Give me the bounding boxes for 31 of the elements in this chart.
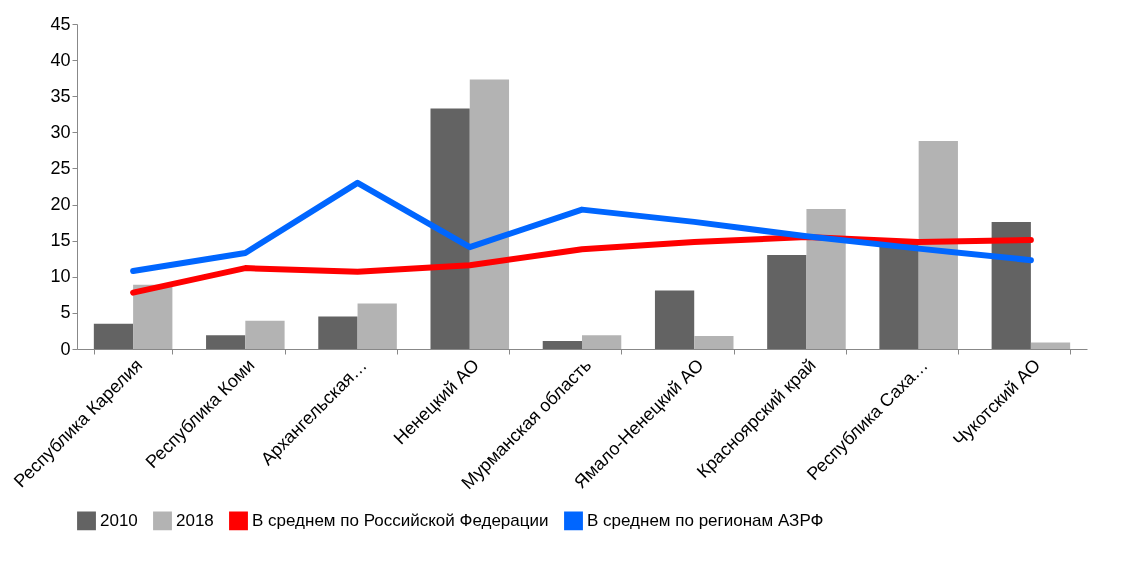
y-tick-label: 25 [50, 157, 71, 178]
bar [318, 316, 358, 349]
legend-label: В среднем по Российской Федерации [252, 510, 549, 530]
bar [1030, 342, 1071, 349]
y-tick-label: 15 [50, 230, 71, 251]
bar [582, 335, 622, 349]
y-tick-label: 40 [50, 49, 71, 70]
bar [93, 323, 134, 349]
bar [133, 284, 173, 349]
bar [430, 108, 470, 349]
y-tick-label: 10 [50, 266, 71, 287]
bar [991, 221, 1031, 349]
bar [694, 336, 734, 349]
legend-label: 2018 [176, 510, 214, 530]
y-tick-label: 20 [50, 194, 71, 215]
bar [542, 341, 582, 349]
bar [469, 79, 510, 349]
y-tick-label: 35 [50, 85, 71, 106]
legend-label: 2010 [100, 510, 138, 530]
y-tick-label: 5 [60, 302, 71, 323]
y-tick-label: 45 [50, 13, 71, 34]
bar [357, 303, 397, 349]
y-tick-label: 0 [60, 338, 71, 359]
legend-label: В среднем по регионам АЗРФ [587, 510, 824, 530]
bar [206, 335, 246, 349]
bar [918, 141, 958, 349]
bar [654, 290, 695, 349]
bar [245, 320, 285, 349]
bar [806, 208, 846, 349]
bar [767, 255, 807, 349]
y-tick-label: 30 [50, 121, 71, 142]
